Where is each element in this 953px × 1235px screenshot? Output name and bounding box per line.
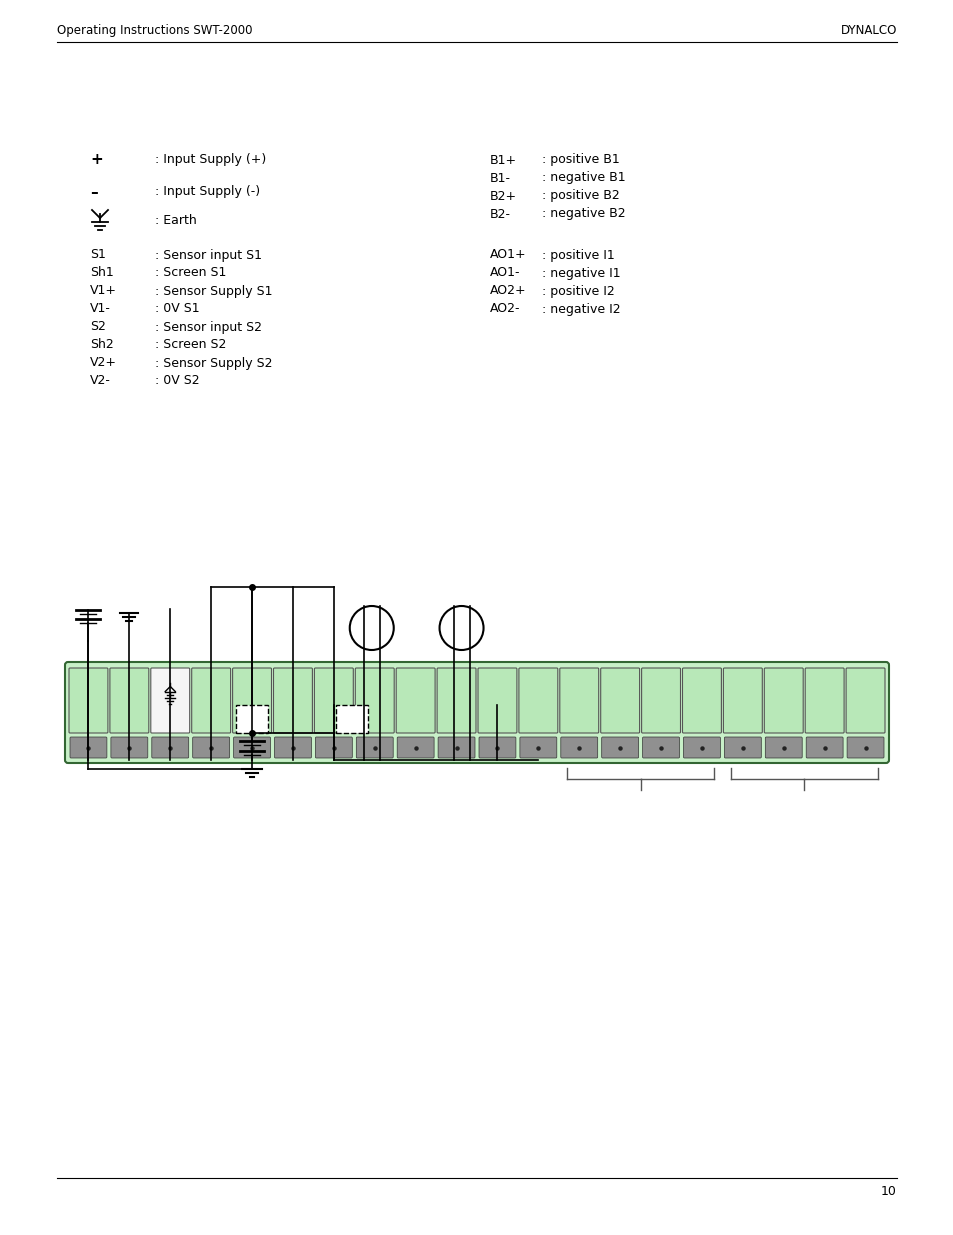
Text: : positive B2: : positive B2 [541,189,619,203]
Text: S2: S2 [90,321,106,333]
FancyBboxPatch shape [193,737,230,758]
Text: DYNALCO: DYNALCO [840,23,896,37]
Text: : positive I1: : positive I1 [541,248,614,262]
FancyBboxPatch shape [233,737,271,758]
Text: V1-: V1- [90,303,111,315]
Text: –: – [90,184,97,200]
FancyBboxPatch shape [804,668,843,734]
FancyBboxPatch shape [763,668,802,734]
Text: Sh1: Sh1 [90,267,113,279]
Text: B1+: B1+ [490,153,517,167]
FancyBboxPatch shape [642,737,679,758]
Text: Operating Instructions SWT-2000: Operating Instructions SWT-2000 [57,23,253,37]
Text: AO1+: AO1+ [490,248,526,262]
Text: : Earth: : Earth [154,214,196,226]
Text: : positive I2: : positive I2 [541,284,614,298]
FancyBboxPatch shape [518,668,558,734]
FancyBboxPatch shape [681,668,720,734]
Text: V2+: V2+ [90,357,117,369]
FancyBboxPatch shape [69,668,108,734]
Text: : Input Supply (+): : Input Supply (+) [154,153,266,167]
Bar [235,705,268,734]
FancyBboxPatch shape [641,668,679,734]
FancyBboxPatch shape [315,737,352,758]
Text: B2-: B2- [490,207,511,221]
FancyBboxPatch shape [233,668,272,734]
Text: : Screen S2: : Screen S2 [154,338,226,352]
FancyBboxPatch shape [152,737,189,758]
FancyBboxPatch shape [314,668,353,734]
Text: : Sensor Supply S1: : Sensor Supply S1 [154,284,273,298]
FancyBboxPatch shape [192,668,231,734]
Text: : Input Supply (-): : Input Supply (-) [154,185,260,199]
FancyBboxPatch shape [436,668,476,734]
Bar [335,705,368,734]
Text: : Sensor input S2: : Sensor input S2 [154,321,262,333]
FancyBboxPatch shape [600,668,639,734]
Text: : negative B1: : negative B1 [541,172,625,184]
Text: AO1-: AO1- [490,267,520,279]
FancyBboxPatch shape [764,737,801,758]
FancyBboxPatch shape [274,737,311,758]
FancyBboxPatch shape [437,737,475,758]
Text: B1-: B1- [490,172,511,184]
FancyBboxPatch shape [396,737,434,758]
FancyBboxPatch shape [805,737,842,758]
FancyBboxPatch shape [846,737,883,758]
FancyBboxPatch shape [151,668,190,734]
Text: : 0V S1: : 0V S1 [154,303,199,315]
FancyBboxPatch shape [477,668,517,734]
Text: S1: S1 [90,248,106,262]
Text: +: + [90,152,103,168]
Text: 10: 10 [881,1186,896,1198]
Text: : negative B2: : negative B2 [541,207,625,221]
FancyBboxPatch shape [601,737,638,758]
FancyBboxPatch shape [559,668,598,734]
Text: : Screen S1: : Screen S1 [154,267,226,279]
FancyBboxPatch shape [274,668,312,734]
Text: AO2-: AO2- [490,303,520,315]
FancyBboxPatch shape [723,737,760,758]
FancyBboxPatch shape [560,737,598,758]
Text: : negative I2: : negative I2 [541,303,620,315]
Text: V1+: V1+ [90,284,117,298]
FancyBboxPatch shape [355,737,393,758]
Text: : 0V S2: : 0V S2 [154,374,199,388]
Text: : Sensor input S1: : Sensor input S1 [154,248,262,262]
FancyBboxPatch shape [519,737,557,758]
Text: B2+: B2+ [490,189,517,203]
FancyBboxPatch shape [70,737,107,758]
Text: Sh2: Sh2 [90,338,113,352]
Text: : negative I1: : negative I1 [541,267,620,279]
FancyBboxPatch shape [65,662,888,763]
Text: AO2+: AO2+ [490,284,526,298]
FancyBboxPatch shape [395,668,435,734]
FancyBboxPatch shape [845,668,884,734]
Text: V2-: V2- [90,374,111,388]
FancyBboxPatch shape [111,737,148,758]
FancyBboxPatch shape [110,668,149,734]
FancyBboxPatch shape [478,737,516,758]
FancyBboxPatch shape [682,737,720,758]
FancyBboxPatch shape [722,668,761,734]
Text: : positive B1: : positive B1 [541,153,619,167]
Text: : Sensor Supply S2: : Sensor Supply S2 [154,357,273,369]
FancyBboxPatch shape [355,668,394,734]
